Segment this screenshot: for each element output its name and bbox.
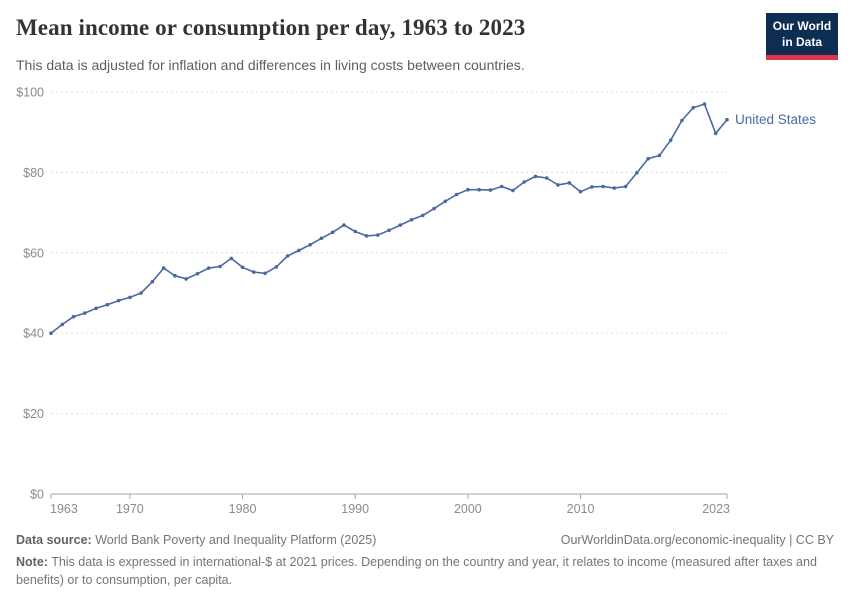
data-point-marker (274, 265, 279, 269)
data-point-marker (691, 105, 695, 110)
data-point-marker (454, 192, 459, 197)
data-point-marker (161, 266, 166, 270)
x-axis-tick-label: 1990 (341, 502, 369, 516)
owid-logo-line2: in Data (781, 34, 822, 49)
data-point-marker (443, 199, 448, 204)
data-point-marker (116, 298, 121, 303)
x-axis-tick-label: 1963 (50, 502, 78, 516)
data-point-marker (94, 306, 98, 311)
x-axis-tick-label: 2000 (454, 502, 482, 516)
x-axis-tick-label: 2010 (567, 502, 595, 516)
data-point-marker (601, 184, 605, 189)
data-source-label: Data source: (16, 533, 92, 547)
data-point-marker (105, 302, 110, 307)
data-point-marker (206, 266, 211, 270)
data-point-marker (252, 270, 256, 274)
data-point-marker (229, 256, 234, 261)
data-point-marker (218, 264, 222, 269)
data-point-marker (71, 314, 76, 319)
data-point-marker (522, 180, 526, 184)
data-point-marker (488, 188, 493, 192)
footer-url-link[interactable]: OurWorldinData.org/economic-inequality (560, 533, 786, 547)
owid-logo: Our World in Data (766, 13, 838, 61)
data-point-marker (330, 230, 335, 235)
data-source: Data source: World Bank Poverty and Ineq… (16, 531, 376, 549)
data-point-marker (240, 265, 245, 270)
x-axis-tick-label: 1980 (229, 502, 257, 516)
data-point-marker (319, 236, 324, 241)
data-point-marker (635, 171, 639, 175)
data-point-marker (375, 233, 380, 237)
page-title: Mean income or consumption per day, 1963… (16, 15, 526, 40)
data-point-marker (150, 279, 155, 284)
y-axis-tick-label: $40 (23, 327, 44, 341)
data-point-marker (364, 234, 369, 238)
data-point-marker (702, 102, 707, 106)
x-axis-tick-label: 2023 (702, 502, 730, 516)
y-axis-tick-label: $20 (23, 407, 44, 421)
data-point-marker (173, 273, 177, 278)
data-source-text: World Bank Poverty and Inequality Platfo… (91, 533, 377, 547)
footer: Data source: World Bank Poverty and Ineq… (16, 531, 834, 589)
data-point-marker (556, 183, 560, 187)
data-point-marker (387, 228, 391, 233)
data-point-marker (83, 311, 87, 315)
note-text: This data is expressed in international-… (16, 555, 817, 588)
data-point-marker (297, 248, 301, 253)
footer-note: Note: This data is expressed in internat… (16, 553, 831, 589)
data-point-marker (184, 277, 188, 281)
chart-area: $0 $20 $40 $60 $80 $100 1963 1970 1980 1990 2000 20… (16, 86, 816, 517)
data-point-marker (646, 156, 650, 161)
data-point-marker (139, 291, 143, 295)
data-point-marker (421, 213, 425, 218)
owid-logo-line1: Our World (772, 19, 832, 33)
y-axis-tick-label: $60 (23, 246, 44, 260)
page-subtitle: This data is adjusted for inflation and … (16, 57, 525, 73)
data-point-marker (60, 322, 65, 327)
y-axis-tick-label: $80 (23, 166, 44, 180)
data-point-marker (49, 331, 53, 336)
x-axis-tick-label: 1970 (116, 502, 144, 516)
series-end-label: United States (735, 112, 816, 127)
data-point-marker (285, 254, 290, 258)
line-chart: $0 $20 $40 $60 $80 $100 1963 1970 1980 1990 2000 20… (16, 86, 816, 517)
data-point-marker (567, 181, 572, 185)
y-axis-tick-label: $100 (16, 86, 44, 100)
data-point-marker (342, 223, 346, 227)
data-point-marker (590, 185, 594, 189)
data-point-marker (409, 218, 414, 222)
data-point-marker (578, 189, 583, 194)
data-point-marker (680, 118, 684, 123)
data-point-marker (398, 223, 403, 227)
data-point-marker (623, 184, 628, 189)
data-point-marker (713, 131, 718, 136)
footer-license-link[interactable]: CC BY (795, 533, 834, 547)
data-point-marker (195, 271, 200, 276)
note-label: Note: (16, 555, 48, 570)
y-axis-tick-label: $0 (30, 488, 44, 502)
data-line (50, 103, 728, 334)
data-point-marker (499, 184, 504, 189)
data-point-marker (432, 206, 436, 211)
footer-links: OurWorldinData.org/economic-inequality |… (561, 531, 834, 549)
data-point-marker (668, 138, 673, 142)
data-point-marker (477, 187, 481, 192)
data-point-marker (308, 243, 312, 247)
data-point-marker (612, 186, 617, 190)
footer-separator: | (785, 533, 796, 547)
data-point-marker (466, 187, 470, 192)
data-point-marker (263, 271, 267, 276)
data-point-marker (533, 174, 538, 179)
data-point-marker (725, 117, 729, 122)
data-point-marker (511, 188, 515, 193)
data-point-marker (128, 295, 132, 300)
data-point-marker (657, 153, 662, 158)
data-point-marker (544, 176, 549, 180)
data-point-marker (353, 229, 358, 234)
